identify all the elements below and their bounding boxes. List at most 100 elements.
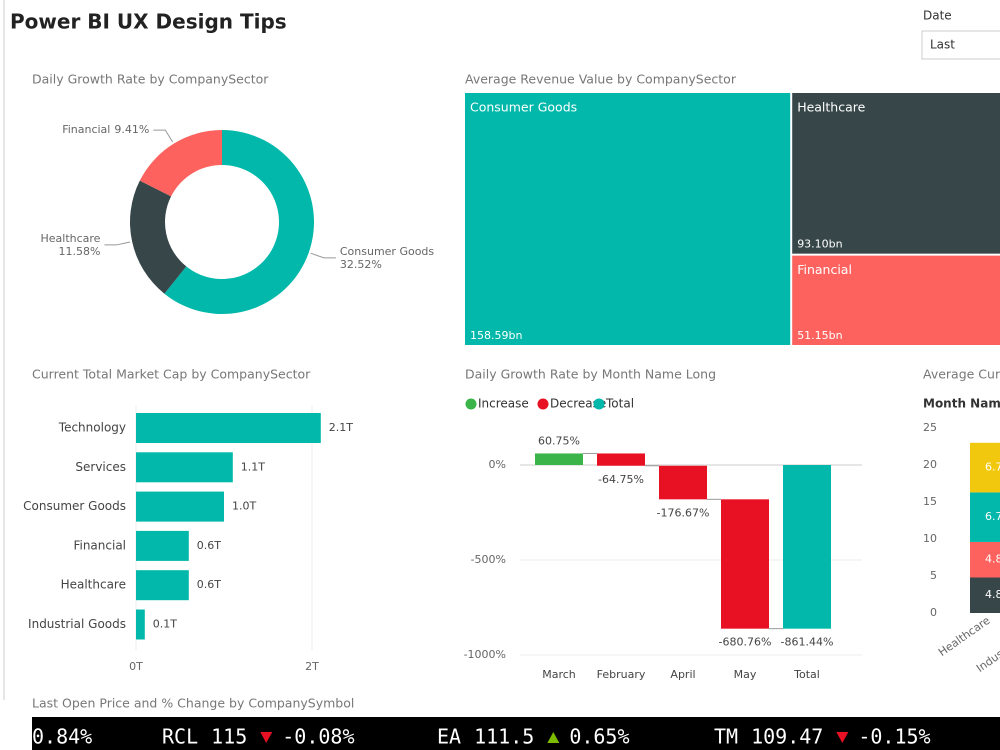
stacked-segment [970,541,1000,578]
y-tick-label: 10 [923,532,937,545]
slice-label: Financial [62,123,110,136]
page-title: Power BI UX Design Tips [10,10,287,34]
legend-label: Total [605,397,634,411]
ticker-price: 115 [211,725,247,749]
bar [136,413,321,443]
y-tick-label: Financial [73,538,126,552]
chart-title: Daily Growth Rate by Month Name Long [465,367,716,382]
legend-swatch [465,398,477,410]
ticker-arrow [836,732,849,743]
y-tick-label: Industrial Goods [28,617,126,631]
ticker-change: 0.65% [569,725,629,749]
slice-label: Healthcare [40,232,100,245]
data-label: 4.8 [985,588,1000,601]
slice-value: 11.58% [59,245,101,258]
data-label: 0.6T [197,578,221,591]
waterfall-bar [721,499,769,629]
treemap-tile [792,93,1000,254]
legend-swatch [593,398,605,410]
y-tick-label: 0% [489,458,506,471]
tile-value: 93.10bn [797,238,842,251]
waterfall-bar [597,453,645,466]
legend-swatch [537,398,549,410]
data-label: 6.7 [985,461,1000,474]
ticker-symbol: RCL [162,725,198,749]
data-label: 2.1T [329,421,353,434]
ticker-title: Last Open Price and % Change by CompanyS… [32,696,354,711]
data-label: 1.0T [232,500,256,513]
y-tick-label: Healthcare [61,578,126,592]
stacked-segment [970,492,1000,542]
x-tick-label: 2T [305,660,319,673]
waterfall-bar [783,465,831,629]
y-tick-label: 20 [923,458,937,471]
y-tick-label: 0 [930,606,937,619]
legend-title: Month Name L [923,397,1000,411]
treemap-tile [465,93,791,345]
chart-title: Average Revenue Value by CompanySector [465,72,737,87]
y-tick-label: -500% [471,553,506,566]
tile-label: Healthcare [797,100,865,115]
leader-line [310,252,336,259]
data-label: -176.67% [657,506,710,519]
slice-value: 32.52% [340,258,382,271]
y-tick-label: Consumer Goods [23,499,126,513]
tile-value: 158.59bn [470,329,522,342]
stacked-segment [970,577,1000,613]
donut-slice [139,130,222,197]
y-tick-label: 5 [930,569,937,582]
treemap-tile [792,255,1000,345]
x-tick-label: March [542,668,576,681]
ticker-symbol: EA [437,725,461,749]
chart-title: Current Total Market Cap by CompanySecto… [32,367,311,382]
slice-label: Consumer Goods [340,245,435,258]
y-tick-label: Technology [58,421,126,435]
slicer-label: Date [923,9,952,23]
slicer-dropdown[interactable] [921,30,1000,60]
leader-line [104,241,131,246]
data-label: 4.8 [985,553,1000,566]
donut-slice [164,130,315,315]
data-label: 0.1T [153,618,177,631]
leader-line [153,129,174,143]
x-tick-label: May [734,668,757,681]
bar [136,530,189,561]
y-tick-label: 25 [923,421,937,434]
data-label: 1.1T [241,460,265,473]
slice-value: 9.41% [114,123,149,136]
slicer-value[interactable]: Last [930,38,955,52]
chart-title: Average Curr [923,367,1000,382]
tile-value: 51.15bn [797,329,842,342]
x-tick-label: Total [793,668,820,681]
bar [136,452,233,483]
x-tick-label: April [670,668,695,681]
ticker-price: 111.5 [474,725,534,749]
donut-slice [130,180,187,294]
data-label: -680.76% [719,636,772,649]
chart-title: Daily Growth Rate by CompanySector [32,72,269,87]
bar [136,609,145,640]
data-label: -64.75% [598,473,644,486]
stacked-segment [970,442,1000,493]
tile-label: Financial [797,262,852,277]
data-label: 6.7 [985,510,1000,523]
waterfall-bar [659,465,707,500]
bar [136,570,189,601]
ticker-change: -0.08% [282,725,354,749]
y-tick-label: Services [75,460,126,474]
legend-label: Increase [478,397,529,411]
ticker-symbol: TM [714,725,738,749]
ticker-arrow [260,732,273,743]
waterfall-bar [535,453,583,465]
data-label: -861.44% [781,636,834,649]
ticker-price: 109.47 [751,725,823,749]
y-tick-label: -1000% [464,648,506,661]
data-label: 0.6T [197,539,221,552]
legend-label: Decrease [550,397,606,411]
x-tick-label: February [597,668,646,681]
data-label: 60.75% [538,434,580,447]
bar [136,491,224,522]
y-tick-label: 15 [923,495,937,508]
ticker-change: 0.84% [32,725,92,749]
